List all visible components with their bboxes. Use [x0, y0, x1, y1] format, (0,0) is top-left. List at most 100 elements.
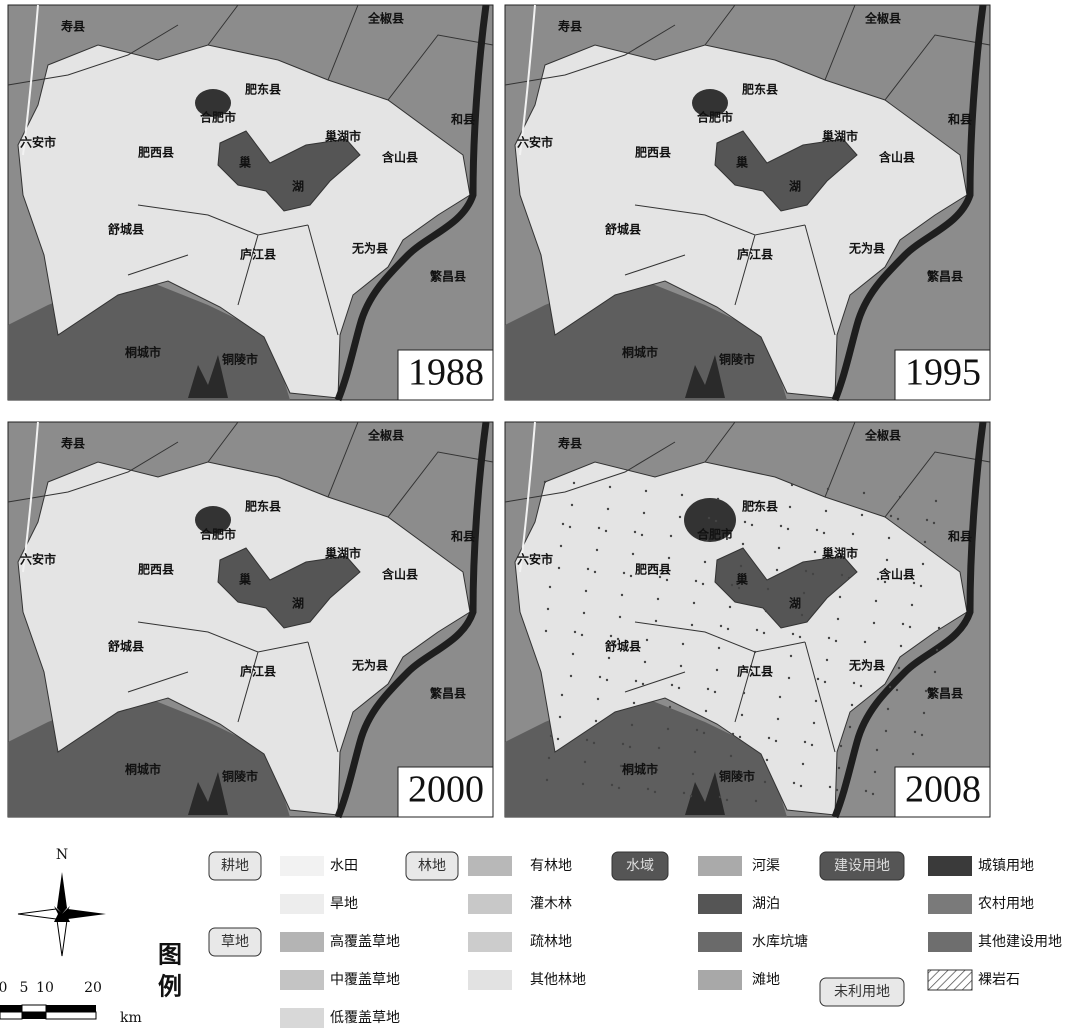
settlement-dot	[678, 687, 680, 689]
place-label: 全椒县	[367, 428, 404, 443]
place-label: 含山县	[879, 567, 915, 582]
place-label: 寿县	[558, 436, 582, 451]
settlement-dot	[732, 733, 734, 735]
settlement-dot	[586, 739, 588, 741]
settlement-dot	[549, 586, 551, 588]
settlement-dot	[921, 734, 923, 736]
settlement-dot	[793, 782, 795, 784]
settlement-dot	[609, 486, 611, 488]
settlement-dot	[670, 535, 672, 537]
settlement-dot	[848, 577, 850, 579]
legend-group-label: 未利用地	[834, 984, 890, 1000]
settlement-dot	[641, 534, 643, 536]
legend-item-label: 其他建设用地	[978, 934, 1062, 950]
settlement-dot	[849, 726, 851, 728]
settlement-dot	[667, 728, 669, 730]
place-label: 全椒县	[864, 11, 901, 26]
settlement-dot	[935, 500, 937, 502]
settlement-dot	[739, 736, 741, 738]
settlement-dot	[560, 545, 562, 547]
place-label: 寿县	[61, 436, 85, 451]
place-label: 舒城县	[604, 639, 641, 654]
settlement-dot	[875, 600, 877, 602]
place-label: 肥东县	[742, 82, 778, 97]
legend-title: 例	[158, 972, 182, 1001]
scale-label: 0	[0, 980, 7, 996]
settlement-dot	[756, 629, 758, 631]
settlement-dot	[594, 571, 596, 573]
settlement-dot	[853, 682, 855, 684]
settlement-dot	[682, 643, 684, 645]
legend-swatch	[468, 894, 512, 914]
legend-group-label: 水域	[626, 858, 654, 874]
settlement-dot	[851, 704, 853, 706]
settlement-dot	[694, 751, 696, 753]
place-label: 六安市	[20, 552, 56, 567]
settlement-dot	[861, 514, 863, 516]
settlement-dot	[788, 677, 790, 679]
settlement-dot	[619, 616, 621, 618]
settlement-dot	[874, 771, 876, 773]
place-label: 六安市	[517, 135, 553, 150]
settlement-dot	[729, 606, 731, 608]
settlement-dot	[727, 628, 729, 630]
place-label: 全椒县	[864, 428, 901, 443]
settlement-dot	[695, 580, 697, 582]
settlement-dot	[635, 680, 637, 682]
settlement-dot	[683, 792, 685, 794]
place-label: 寿县	[61, 19, 85, 34]
legend-item-label: 滩地	[752, 972, 780, 988]
legend-item-label: 有林地	[530, 858, 572, 874]
settlement-dot	[696, 729, 698, 731]
place-label: 巢	[735, 572, 748, 587]
legend-group-label: 耕地	[221, 857, 249, 874]
place-label: 庐江县	[737, 247, 773, 262]
settlement-dot	[730, 755, 732, 757]
settlement-dot	[816, 529, 818, 531]
settlement-dot	[544, 481, 546, 483]
settlement-dot	[791, 484, 793, 486]
settlement-dot	[574, 631, 576, 633]
legend-swatch	[280, 932, 324, 952]
year-label: 2000	[408, 769, 484, 811]
settlement-dot	[800, 785, 802, 787]
settlement-dot	[827, 488, 829, 490]
settlement-dot	[692, 773, 694, 775]
settlement-dot	[768, 737, 770, 739]
settlement-dot	[865, 790, 867, 792]
legend-swatch	[928, 970, 972, 990]
settlement-dot	[803, 592, 805, 594]
legend-group-label: 草地	[221, 934, 249, 950]
settlement-dot	[595, 720, 597, 722]
settlement-dot	[912, 753, 914, 755]
settlement-dot	[922, 563, 924, 565]
map-panel: 寿县全椒县肥东县合肥市六安市肥西县巢湖市含山县和县巢湖舒城县庐江县无为县繁昌县桐…	[8, 5, 493, 400]
settlement-dot	[902, 623, 904, 625]
settlement-dot	[860, 685, 862, 687]
settlement-dot	[763, 632, 765, 634]
legend-item-label: 其他林地	[530, 972, 586, 988]
settlement-dot	[611, 784, 613, 786]
settlement-dot	[764, 781, 766, 783]
settlement-dot	[790, 655, 792, 657]
place-label: 舒城县	[107, 222, 144, 237]
settlement-dot	[655, 620, 657, 622]
settlement-dot	[766, 759, 768, 761]
place-label: 肥东县	[245, 499, 281, 514]
settlement-dot	[814, 551, 816, 553]
settlement-dot	[890, 515, 892, 517]
settlement-dot	[787, 528, 789, 530]
legend-swatch	[928, 894, 972, 914]
place-label: 桐城市	[125, 762, 161, 777]
settlement-dot	[679, 516, 681, 518]
settlement-dot	[743, 692, 745, 694]
place-label: 合肥市	[697, 110, 733, 125]
settlement-dot	[914, 731, 916, 733]
settlement-dot	[690, 795, 692, 797]
settlement-dot	[801, 614, 803, 616]
settlement-dot	[852, 533, 854, 535]
legend-swatch	[698, 856, 742, 876]
settlement-dot	[570, 675, 572, 677]
year-label: 1995	[905, 352, 981, 394]
settlement-dot	[742, 543, 744, 545]
